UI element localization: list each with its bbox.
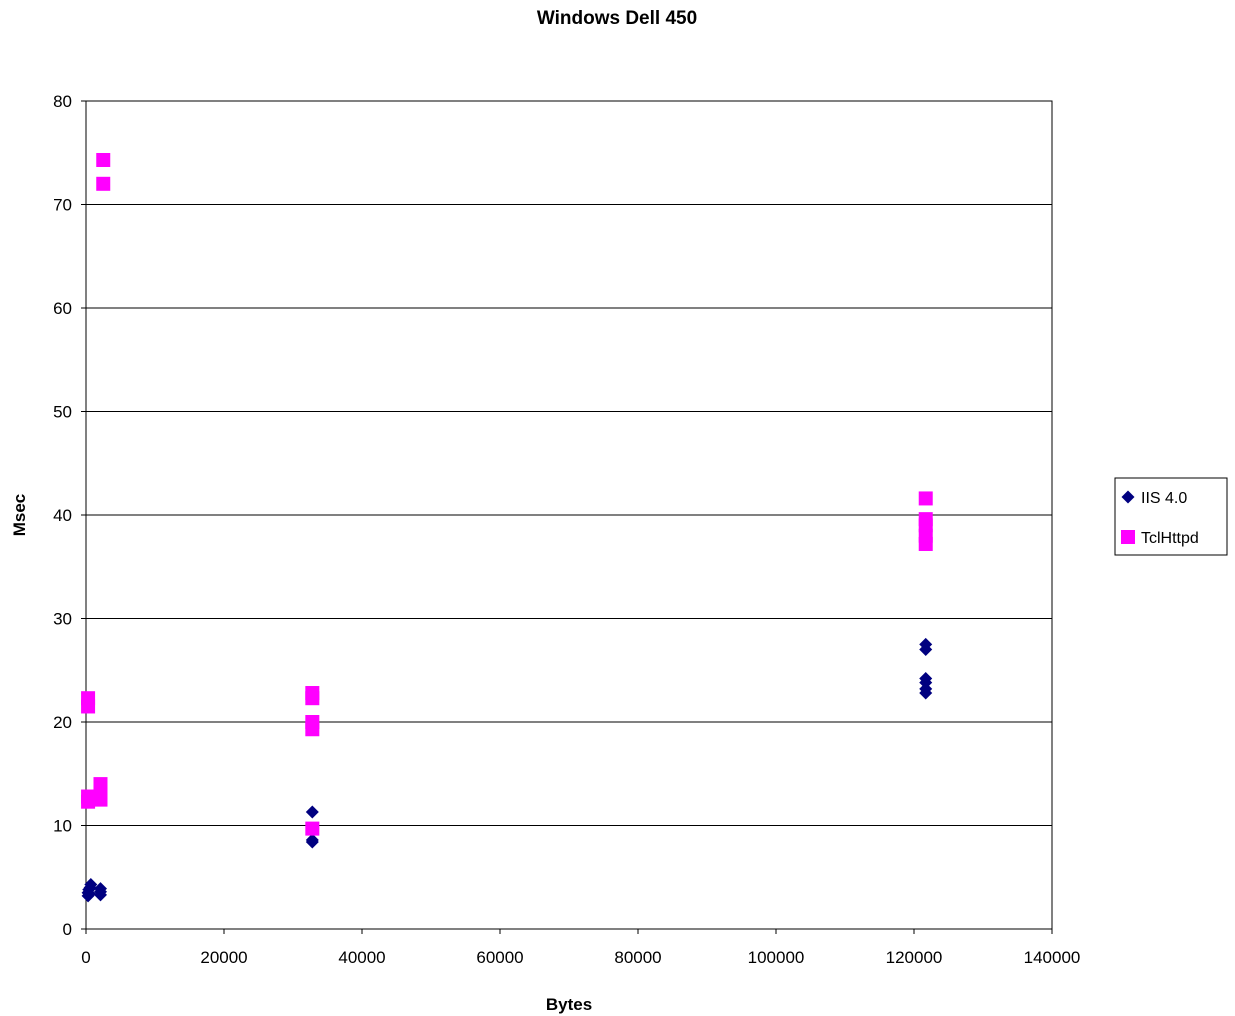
series-1	[81, 152, 933, 836]
data-point-square	[96, 152, 111, 167]
y-tick-label: 30	[53, 610, 72, 629]
y-axis-label: Msec	[10, 494, 29, 537]
data-point-square	[93, 777, 108, 792]
axis-ticks	[81, 100, 1053, 934]
data-point-square	[918, 491, 933, 506]
y-tick-label: 60	[53, 299, 72, 318]
x-tick-label: 60000	[476, 948, 523, 967]
x-tick-label: 0	[81, 948, 90, 967]
y-tick-label: 70	[53, 196, 72, 215]
series-0	[81, 637, 933, 903]
x-tick-label: 20000	[200, 948, 247, 967]
x-tick-label: 120000	[886, 948, 943, 967]
data-point-diamond	[305, 805, 319, 819]
x-tick-label: 100000	[748, 948, 805, 967]
data-points	[81, 152, 933, 903]
legend-label-0: IIS 4.0	[1141, 490, 1187, 507]
legend: IIS 4.0 TclHttpd	[1114, 477, 1228, 556]
y-tick-label: 10	[53, 817, 72, 836]
x-tick-label: 40000	[338, 948, 385, 967]
data-point-square	[305, 821, 320, 836]
y-tick-label: 0	[63, 920, 72, 939]
data-point-square	[81, 691, 96, 706]
legend-marker-0	[1121, 490, 1135, 504]
chart-title: Windows Dell 450	[537, 8, 697, 29]
data-point-diamond	[919, 672, 933, 686]
data-point-diamond	[84, 877, 98, 891]
data-point-square	[305, 715, 320, 729]
data-point-diamond	[919, 637, 933, 651]
x-tick-label: 80000	[614, 948, 661, 967]
x-tick-label: 140000	[1024, 948, 1081, 967]
data-point-diamond	[93, 882, 107, 896]
data-point-square	[918, 512, 933, 527]
x-tick-labels: 0 20000 40000 60000 80000 100000 120000 140000	[81, 948, 1080, 967]
legend-label-1: TclHttpd	[1141, 530, 1199, 547]
y-tick-label: 40	[53, 506, 72, 525]
y-tick-label: 50	[53, 403, 72, 422]
x-axis-label: Bytes	[546, 995, 592, 1014]
y-tick-label: 80	[53, 92, 72, 111]
legend-marker-1	[1121, 530, 1135, 544]
data-point-square	[96, 176, 111, 191]
y-tick-label: 20	[53, 713, 72, 732]
y-tick-labels: 0 10 20 30 40 50 60 70 80	[53, 92, 72, 939]
data-point-square	[305, 686, 320, 701]
data-point-diamond	[305, 833, 319, 847]
gridlines	[86, 204, 1052, 826]
data-point-square	[81, 789, 96, 804]
